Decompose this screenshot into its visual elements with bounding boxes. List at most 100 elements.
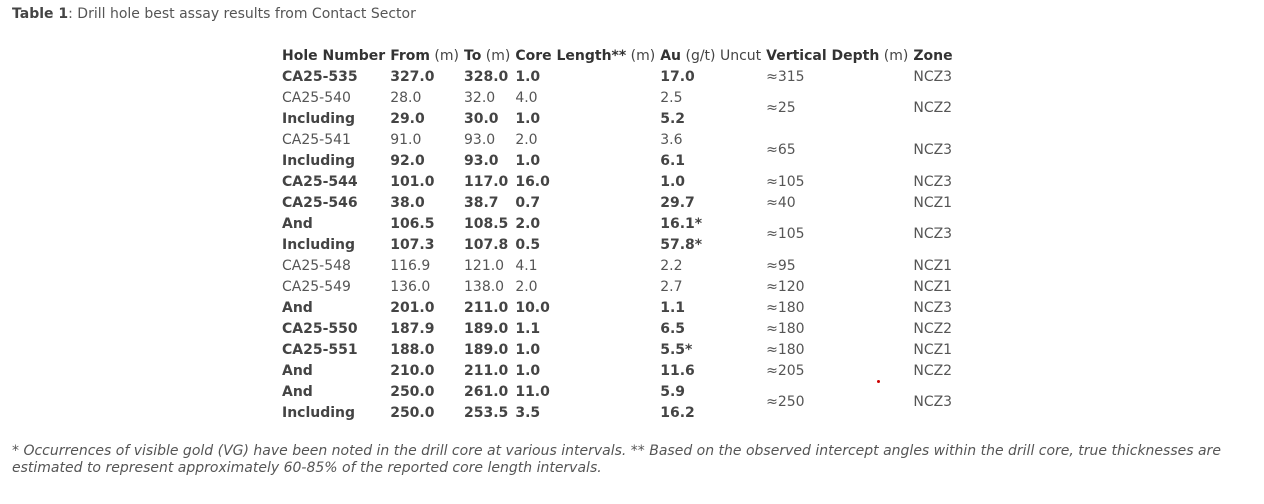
table-row: CA25-549 136.0 138.0 2.0 2.7 ≈120 NCZ1 (279, 276, 955, 297)
table-caption-label: Table 1 (12, 6, 69, 22)
assay-results-table: Hole Number From (m) To (m) Core Length*… (279, 45, 955, 423)
cell-au: 1.0 (660, 173, 686, 190)
cell-zone: NCZ3 (913, 68, 953, 85)
cell-hole: CA25-549 (282, 278, 351, 295)
cell-zone: NCZ3 (913, 394, 953, 410)
cell-hole: CA25-535 (282, 68, 358, 85)
cell-au: 6.1 (660, 152, 686, 169)
cell-to: 189.0 (464, 341, 509, 358)
cell-zone: NCZ3 (913, 142, 953, 158)
cell-hole: CA25-540 (282, 89, 351, 106)
cell-from: 250.0 (390, 383, 435, 400)
table-header-row: Hole Number From (m) To (m) Core Length*… (279, 45, 955, 66)
cell-hole: Including (282, 236, 356, 253)
cell-zone: NCZ2 (913, 362, 953, 379)
cell-au: 57.8* (660, 236, 703, 253)
cell-au: 16.1* (660, 215, 703, 232)
cell-au: 5.9 (660, 383, 686, 400)
cell-from: 188.0 (390, 341, 435, 358)
table-row: And 106.5 108.5 2.0 16.1* ≈105 NCZ3 (279, 213, 955, 243)
cell-to: 121.0 (464, 257, 505, 274)
cell-from: 116.9 (390, 257, 431, 274)
cell-vertical-depth: ≈25 (766, 100, 796, 116)
cell-vertical-depth: ≈95 (766, 257, 796, 274)
cell-core: 1.0 (515, 362, 541, 379)
header-core-length: Core Length** (m) (515, 47, 656, 64)
cell-to: 138.0 (464, 278, 505, 295)
cell-core: 2.0 (515, 131, 538, 148)
cell-core: 16.0 (515, 173, 550, 190)
header-hole-number: Hole Number (282, 47, 386, 64)
cell-zone: NCZ3 (913, 299, 953, 316)
cell-hole: Including (282, 404, 356, 421)
table-row: CA25-546 38.0 38.7 0.7 29.7 ≈40 NCZ1 (279, 192, 955, 213)
cell-core: 0.5 (515, 236, 541, 253)
cell-from: 136.0 (390, 278, 431, 295)
cell-core: 1.0 (515, 68, 541, 85)
cell-to: 189.0 (464, 320, 509, 337)
cell-to: 261.0 (464, 383, 509, 400)
cell-au: 11.6 (660, 362, 695, 379)
cell-au: 3.6 (660, 131, 683, 148)
header-to: To (m) (464, 47, 511, 64)
cell-au: 6.5 (660, 320, 686, 337)
cell-to: 32.0 (464, 89, 496, 106)
cell-hole: And (282, 215, 313, 232)
cell-hole: CA25-550 (282, 320, 358, 337)
table-row: CA25-541 91.0 93.0 2.0 3.6 ≈65 NCZ3 (279, 129, 955, 159)
table-row: CA25-550 187.9 189.0 1.1 6.5 ≈180 NCZ2 (279, 318, 955, 339)
cell-vertical-depth: ≈180 (766, 299, 805, 316)
cell-core: 0.7 (515, 194, 541, 211)
table-row: And 250.0 261.0 11.0 5.9 ≈250 NCZ3 (279, 381, 955, 411)
cell-core: 1.0 (515, 152, 541, 169)
cell-hole: Including (282, 110, 356, 127)
cell-to: 93.0 (464, 152, 499, 169)
cell-hole: CA25-551 (282, 341, 358, 358)
cell-from: 92.0 (390, 152, 425, 169)
cell-from: 28.0 (390, 89, 422, 106)
cell-hole: And (282, 383, 313, 400)
cell-from: 107.3 (390, 236, 435, 253)
header-au-uncut: Au (g/t) Uncut (660, 47, 762, 64)
table-row: Including 92.0 93.0 1.0 6.1 (279, 150, 955, 171)
cell-au: 29.7 (660, 194, 695, 211)
table-row: CA25-551 188.0 189.0 1.0 5.5* ≈180 NCZ1 (279, 339, 955, 360)
cell-zone: NCZ1 (913, 341, 953, 358)
cell-hole: CA25-544 (282, 173, 358, 190)
cell-from: 327.0 (390, 68, 435, 85)
cell-vertical-depth: ≈205 (766, 362, 805, 379)
cell-to: 211.0 (464, 299, 509, 316)
cell-zone: NCZ2 (913, 320, 953, 337)
cell-au: 2.2 (660, 257, 683, 274)
cell-zone: NCZ1 (913, 194, 953, 211)
cell-to: 30.0 (464, 110, 499, 127)
table-row: Including 250.0 253.5 3.5 16.2 (279, 402, 955, 423)
cell-from: 187.9 (390, 320, 435, 337)
cell-zone: NCZ2 (913, 100, 953, 116)
cell-to: 107.8 (464, 236, 509, 253)
cell-au: 2.7 (660, 278, 683, 295)
cell-to: 108.5 (464, 215, 509, 232)
cell-from: 201.0 (390, 299, 435, 316)
cell-zone: NCZ1 (913, 278, 953, 295)
cell-to: 211.0 (464, 362, 509, 379)
cell-hole: CA25-546 (282, 194, 358, 211)
table-row: Including 29.0 30.0 1.0 5.2 (279, 108, 955, 129)
cell-au: 2.5 (660, 89, 683, 106)
table-body: CA25-535 327.0 328.0 1.0 17.0 ≈315 NCZ3 CA25-54… (279, 66, 955, 423)
cell-au: 5.2 (660, 110, 686, 127)
cell-from: 106.5 (390, 215, 435, 232)
table-caption-text: : Drill hole best assay results from Con… (68, 6, 416, 22)
cell-core: 1.0 (515, 110, 541, 127)
cell-to: 38.7 (464, 194, 499, 211)
cell-au: 16.2 (660, 404, 695, 421)
table-footnote: * Occurrences of visible gold (VG) have … (12, 443, 1221, 476)
cell-from: 101.0 (390, 173, 435, 190)
cell-core: 2.0 (515, 215, 541, 232)
cell-from: 29.0 (390, 110, 425, 127)
cell-zone: NCZ1 (913, 257, 953, 274)
cell-to: 117.0 (464, 173, 509, 190)
cell-from: 210.0 (390, 362, 435, 379)
cell-vertical-depth: ≈65 (766, 142, 796, 158)
cell-au: 17.0 (660, 68, 695, 85)
